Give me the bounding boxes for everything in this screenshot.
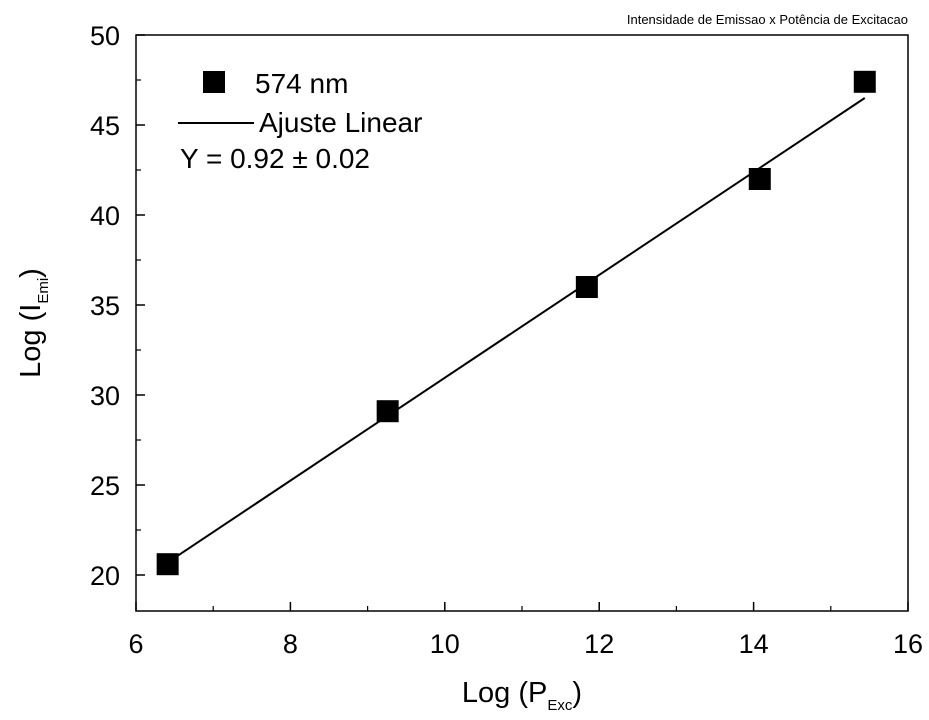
y-tick-label: 40 (90, 201, 120, 231)
fit-line-layer (167, 97, 866, 564)
y-tick-label: 20 (90, 561, 120, 591)
data-point (575, 276, 598, 298)
fit-annotation: Y = 0.92 ± 0.02 (180, 143, 370, 174)
x-tick-label: 12 (584, 629, 614, 659)
y-tick-label: 50 (90, 21, 120, 51)
y-tick-label: 45 (90, 111, 120, 141)
legend-label-fit: Ajuste Linear (259, 107, 422, 138)
legend-label-574nm: 574 nm (255, 68, 348, 99)
y-axis: 20 25 30 35 40 45 50 (90, 21, 145, 591)
data-point (156, 553, 179, 576)
data-point (853, 70, 876, 93)
fit-line (167, 97, 866, 564)
y-tick-label: 25 (90, 471, 120, 501)
x-axis: 6 8 10 12 14 16 (128, 602, 923, 659)
data-points-layer (156, 70, 876, 576)
y-axis-label: Log (IEmi) (15, 268, 52, 378)
y-tick-label: 35 (90, 291, 120, 321)
chart-title: Intensidade de Emissao x Potência de Exc… (627, 12, 908, 27)
data-point (748, 168, 771, 190)
legend-marker-574nm (203, 71, 225, 93)
x-tick-label: 8 (283, 629, 298, 659)
plot-frame (135, 34, 909, 612)
x-tick-label: 14 (739, 629, 769, 659)
x-tick-label: 6 (128, 629, 143, 659)
x-tick-label: 10 (430, 629, 460, 659)
data-point (376, 400, 399, 423)
y-tick-label: 30 (90, 381, 120, 411)
x-axis-label: Log (PExc) (462, 677, 582, 714)
x-tick-label: 16 (893, 629, 923, 659)
plot-area (135, 34, 909, 612)
legend: 574 nm Ajuste Linear Y = 0.92 ± 0.02 (178, 68, 422, 174)
